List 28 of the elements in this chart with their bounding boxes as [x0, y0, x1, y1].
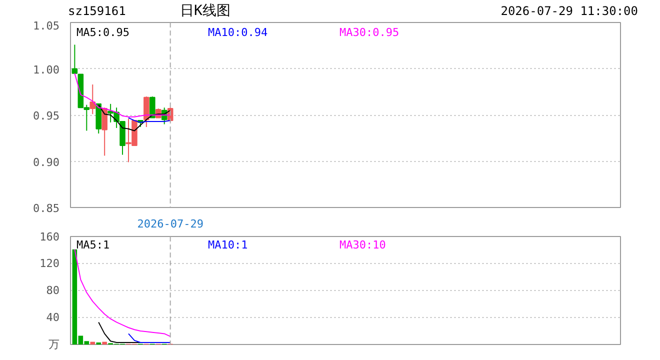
text: 日K线图 [180, 2, 230, 21]
y-tick-label: 40 [46, 311, 60, 324]
candlestick [150, 96, 156, 118]
text: MA5:0.95 [76, 26, 130, 40]
bar [102, 342, 107, 344]
text: MA10:1 [208, 238, 248, 252]
candlestick [90, 84, 96, 115]
y-tick-label: 80 [46, 284, 60, 297]
y-tick-label: 0.90 [33, 156, 60, 169]
bar [90, 342, 96, 344]
y-tick-label: 1.00 [33, 63, 60, 76]
text: MA5:1 [76, 238, 110, 252]
candlestick [102, 107, 108, 156]
text: MA30:0.95 [340, 26, 400, 40]
text: MA10:0.94 [208, 26, 268, 40]
text: 2026-07-29 11:30:00 [500, 3, 638, 20]
y-tick-label: 160 [40, 230, 60, 244]
y-tick-label: 0.95 [33, 110, 60, 122]
candlestick [144, 96, 150, 128]
y-tick-label: 万 [48, 338, 60, 351]
candlestick [72, 44, 78, 74]
y-tick-label: 0.85 [33, 202, 60, 215]
line-series [74, 248, 171, 337]
y-tick-label: 1.05 [33, 20, 60, 32]
y-tick-label: 120 [40, 257, 60, 270]
text: sz159161 [68, 3, 126, 20]
x-tick-label: 2026-07-29 [137, 218, 204, 230]
text: MA30:10 [340, 238, 386, 252]
